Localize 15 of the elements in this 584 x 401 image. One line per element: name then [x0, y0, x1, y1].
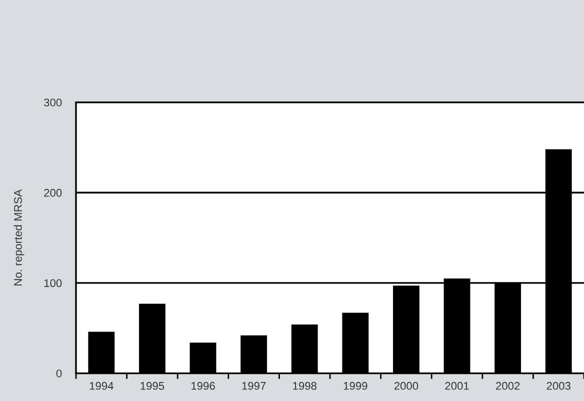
y-tick-label: 100: [44, 279, 62, 288]
x-tick-label: 1998: [293, 382, 316, 390]
y-axis-title: No. reported MRSA: [14, 189, 24, 286]
y-tick-label: 0: [56, 370, 62, 378]
y-tick-label: 300: [44, 98, 62, 106]
x-tick-label: 1997: [242, 382, 266, 390]
x-tick-label: 2002: [496, 382, 520, 390]
x-tick-label: 2001: [445, 382, 469, 390]
x-tick-label: 2000: [394, 382, 418, 390]
x-tick-label: 1999: [344, 382, 368, 390]
x-tick-label: 1994: [90, 382, 114, 390]
x-tick-label: 1995: [140, 382, 164, 390]
x-tick-label: 2003: [546, 382, 570, 390]
x-tick-label: 1996: [191, 382, 215, 390]
y-tick-label: 200: [44, 188, 62, 197]
